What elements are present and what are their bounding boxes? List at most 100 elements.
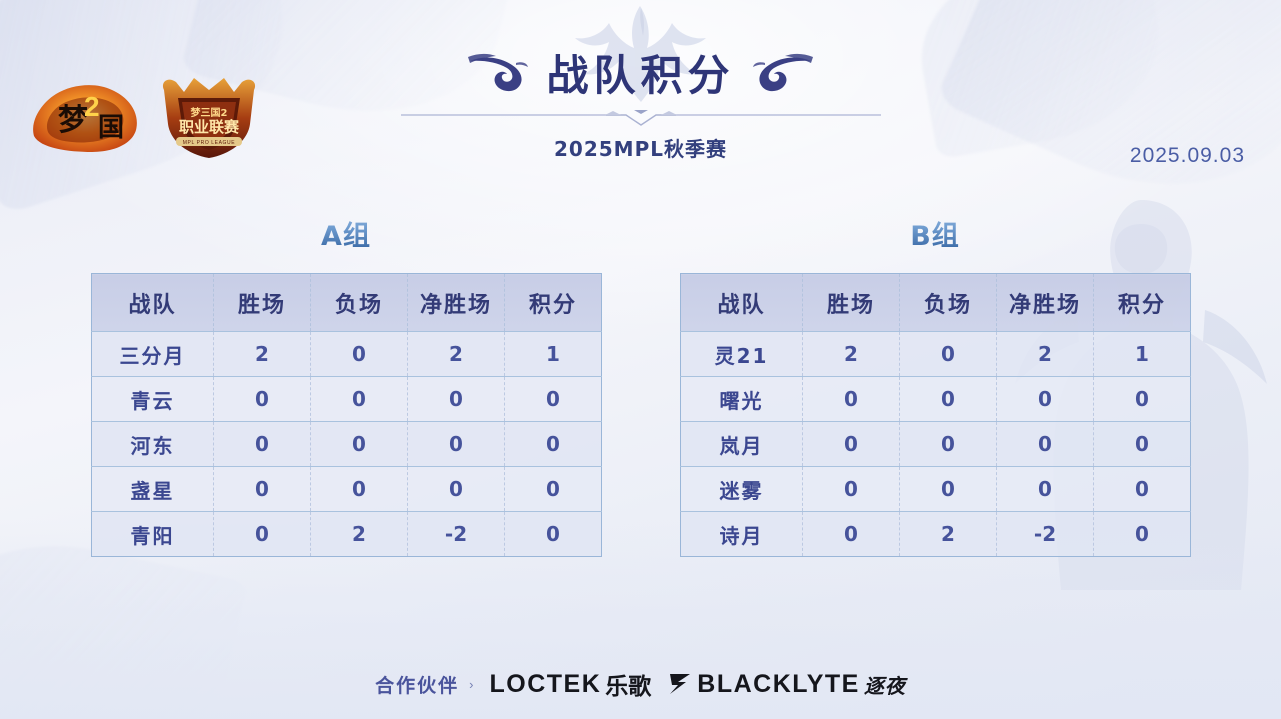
chevron-right-icon: › — [469, 676, 474, 692]
cell-losses: 0 — [310, 331, 408, 377]
cell-points: 0 — [1093, 466, 1191, 512]
cell-team: 三分月 — [91, 331, 214, 377]
group-b-table: 战队 胜场 负场 净胜场 积分 灵21 2 0 2 1 — [680, 273, 1191, 557]
cell-team: 曙光 — [680, 376, 803, 422]
col-header-team: 战队 — [91, 273, 214, 332]
table-row[interactable]: 三分月 2 0 2 1 — [91, 331, 602, 377]
cell-team: 灵21 — [680, 331, 803, 377]
cell-net: 0 — [407, 466, 505, 512]
col-header-points: 积分 — [1093, 273, 1191, 332]
table-row[interactable]: 青阳 0 2 -2 0 — [91, 511, 602, 557]
standings-groups: A组 战队 胜场 负场 净胜场 积分 三分月 2 0 — [0, 214, 1281, 557]
fish-ornament-icon — [752, 53, 813, 91]
partners-label: 合作伙伴 — [375, 674, 460, 697]
cell-team: 诗月 — [680, 511, 803, 557]
fish-ornament-icon — [468, 53, 529, 91]
cell-wins: 0 — [802, 466, 900, 512]
cell-net: 2 — [996, 331, 1094, 377]
cell-team: 青云 — [91, 376, 214, 422]
table-row[interactable]: 盏星 0 0 0 0 — [91, 466, 602, 512]
svg-text:MPL PRO LEAGUE: MPL PRO LEAGUE — [183, 140, 235, 146]
col-header-wins: 胜场 — [802, 273, 900, 332]
blacklyte-mark-icon — [670, 674, 691, 694]
cell-net: 0 — [996, 376, 1094, 422]
table-row[interactable]: 迷雾 0 0 0 0 — [680, 466, 1191, 512]
col-header-team: 战队 — [680, 273, 803, 332]
group-b-title: B组 — [680, 214, 1190, 253]
cell-points: 0 — [504, 376, 602, 422]
col-header-wins: 胜场 — [213, 273, 311, 332]
sponsor-blacklyte[interactable]: BLACKLYTE 逐夜 — [667, 670, 906, 699]
cell-net: 0 — [996, 421, 1094, 467]
cell-losses: 0 — [899, 466, 997, 512]
cell-losses: 0 — [310, 376, 408, 422]
cell-points: 0 — [1093, 511, 1191, 557]
col-header-losses: 负场 — [899, 273, 997, 332]
cell-team: 迷雾 — [680, 466, 803, 512]
group-a-table: 战队 胜场 负场 净胜场 积分 三分月 2 0 2 1 — [91, 273, 602, 557]
cell-wins: 0 — [802, 421, 900, 467]
cell-points: 1 — [504, 331, 602, 377]
cell-points: 1 — [1093, 331, 1191, 377]
cell-net: 0 — [996, 466, 1094, 512]
game-logo-icon: 梦 2 国 — [33, 85, 137, 152]
league-logo-icon: 梦三国2 职业联赛 MPL PRO LEAGUE — [162, 78, 256, 158]
cell-team: 岚月 — [680, 421, 803, 467]
col-header-net: 净胜场 — [407, 273, 505, 332]
cell-wins: 0 — [802, 511, 900, 557]
cell-wins: 0 — [213, 511, 311, 557]
cell-points: 0 — [504, 511, 602, 557]
title-divider — [400, 110, 881, 126]
table-header-row: 战队 胜场 负场 净胜场 积分 — [91, 273, 602, 332]
table-row[interactable]: 灵21 2 0 2 1 — [680, 331, 1191, 377]
page-header: 战队积分 2025MPL秋季赛 — [0, 42, 1281, 162]
sponsor-name-cn: 乐歌 — [605, 674, 652, 700]
cell-team: 河东 — [91, 421, 214, 467]
event-date: 2025.09.03 — [1129, 144, 1245, 167]
cell-points: 0 — [504, 421, 602, 467]
partners-footer: 合作伙伴 › LOCTEK 乐歌 BLACKLYTE 逐夜 — [0, 667, 1281, 701]
col-header-net: 净胜场 — [996, 273, 1094, 332]
cell-wins: 0 — [213, 376, 311, 422]
table-row[interactable]: 诗月 0 2 -2 0 — [680, 511, 1191, 557]
svg-text:2: 2 — [84, 91, 100, 122]
cell-losses: 2 — [310, 511, 408, 557]
logo-group: 梦 2 国 梦三国2 职业联赛 MPL PRO LEAGUE — [26, 74, 264, 160]
title-row: 战队积分 — [466, 42, 814, 103]
cell-wins: 0 — [213, 466, 311, 512]
cell-net: -2 — [407, 511, 505, 557]
cell-team: 青阳 — [91, 511, 214, 557]
cell-losses: 0 — [899, 331, 997, 377]
cell-losses: 0 — [899, 421, 997, 467]
table-row[interactable]: 曙光 0 0 0 0 — [680, 376, 1191, 422]
cell-wins: 0 — [213, 421, 311, 467]
cell-wins: 0 — [802, 376, 900, 422]
group-a-title: A组 — [91, 214, 601, 253]
cell-wins: 2 — [802, 331, 900, 377]
svg-text:职业联赛: 职业联赛 — [179, 118, 240, 136]
event-subtitle: 2025MPL秋季赛 — [554, 137, 727, 161]
svg-text:国: 国 — [98, 113, 124, 143]
cell-net: 2 — [407, 331, 505, 377]
table-row[interactable]: 河东 0 0 0 0 — [91, 421, 602, 467]
cell-losses: 2 — [899, 511, 997, 557]
cell-losses: 0 — [899, 376, 997, 422]
cell-wins: 2 — [213, 331, 311, 377]
table-row[interactable]: 青云 0 0 0 0 — [91, 376, 602, 422]
sponsor-name-cn: 逐夜 — [863, 673, 906, 698]
cell-points: 0 — [504, 466, 602, 512]
sponsor-loctek[interactable]: LOCTEK 乐歌 — [489, 667, 651, 701]
cell-net: 0 — [407, 421, 505, 467]
group-a: A组 战队 胜场 负场 净胜场 积分 三分月 2 0 — [91, 214, 602, 557]
sponsor-wordmark: LOCTEK — [489, 669, 602, 698]
col-header-points: 积分 — [504, 273, 602, 332]
cell-losses: 0 — [310, 466, 408, 512]
cell-net: -2 — [996, 511, 1094, 557]
col-header-losses: 负场 — [310, 273, 408, 332]
table-row[interactable]: 岚月 0 0 0 0 — [680, 421, 1191, 467]
cell-points: 0 — [1093, 376, 1191, 422]
svg-text:梦: 梦 — [58, 103, 88, 138]
cell-losses: 0 — [310, 421, 408, 467]
svg-text:梦三国2: 梦三国2 — [191, 106, 228, 119]
